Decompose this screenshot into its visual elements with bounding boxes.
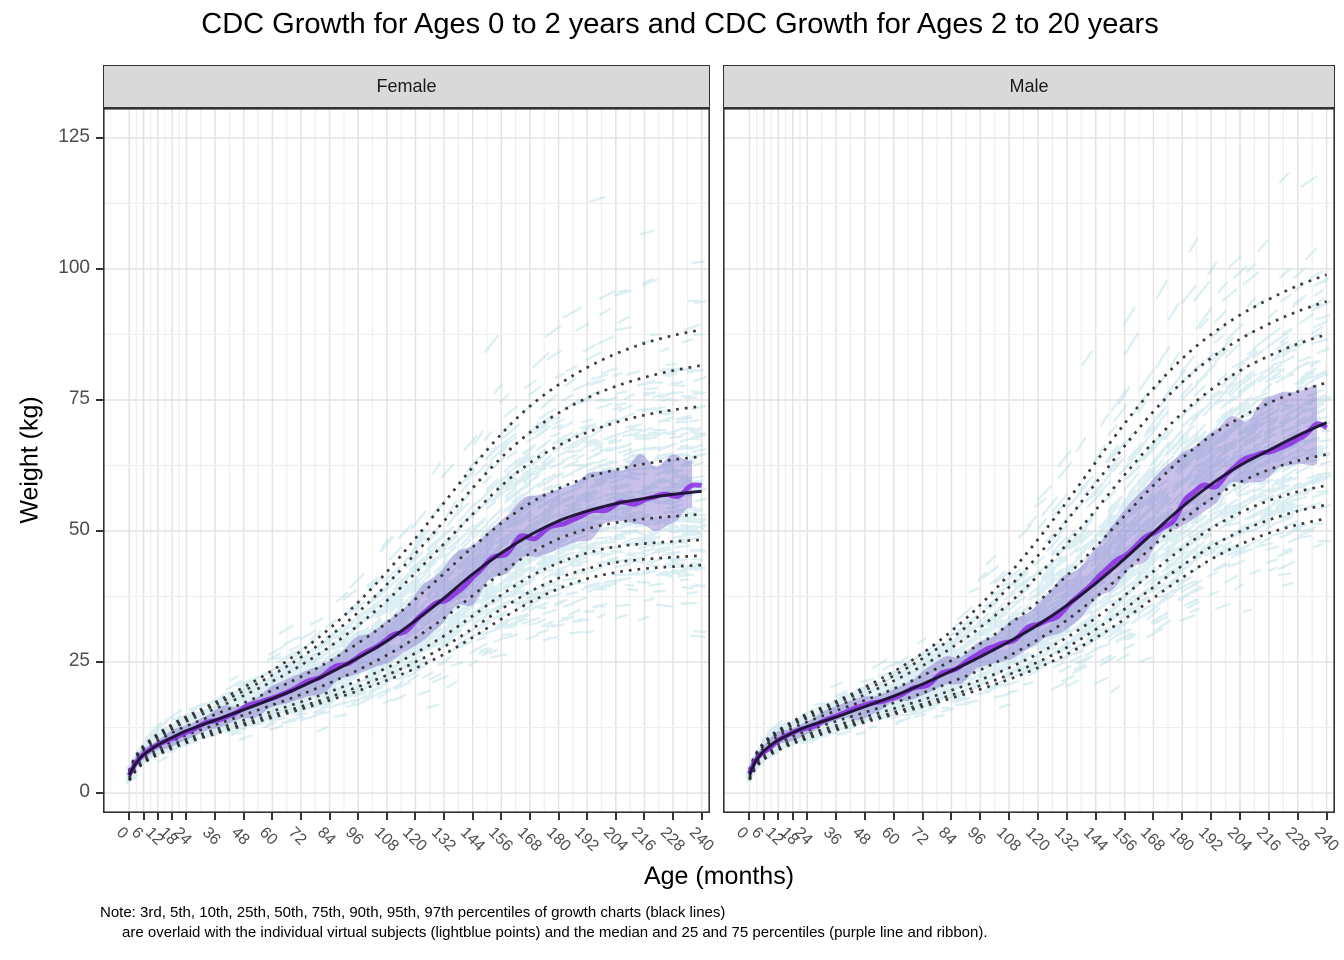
x-tick-mark [471,813,474,820]
y-tick-mark [96,792,103,795]
x-tick-mark [1239,813,1241,820]
x-tick-mark [1267,813,1270,820]
x-tick-label: 72 [906,824,932,849]
x-tick-mark [1325,813,1328,820]
panel-male [723,108,1335,813]
x-tick-mark [672,813,675,820]
x-tick-label: 84 [935,824,961,849]
x-tick-mark [777,813,780,820]
x-tick-mark [835,813,838,820]
x-tick-mark [1094,813,1097,820]
x-tick-mark [156,813,159,820]
x-tick-label: 228 [1281,824,1313,855]
x-tick-mark [791,813,794,820]
x-tick-label: 240 [1310,824,1342,855]
y-tick-mark [96,136,103,139]
y-tick-mark [96,530,103,532]
x-tick-mark [271,813,274,820]
x-axis-title: Age (months) [643,862,795,890]
x-tick-mark [748,813,751,820]
x-tick-mark [979,813,982,820]
x-tick-label: 48 [848,824,874,849]
x-tick-mark [128,813,131,820]
x-axis-female: 0 6 12 18 24 36 48 60 72 84 96 108 120 132 144 156 168 18… [0,813,1344,883]
x-tick-label: 24 [791,824,816,849]
y-tick-label: 125 [58,125,90,147]
x-tick-label: 156 [1108,824,1140,855]
x-tick-label: 108 [993,824,1025,855]
x-tick-label: 96 [964,824,989,849]
x-tick-label: 204 [1223,824,1255,855]
x-tick-mark [1152,813,1155,820]
y-tick-label: 100 [58,256,90,278]
x-tick-mark [242,813,245,820]
x-tick-mark [863,813,866,820]
y-tick-mark [96,267,103,270]
x-tick-mark [892,813,895,820]
facet-strip-label-male: Male [1009,76,1049,96]
y-tick-mark [96,398,103,401]
x-tick-mark [299,813,302,820]
x-tick-mark [643,813,646,820]
x-tick-mark [171,813,174,820]
y-tick-label: 0 [79,781,90,803]
x-tick-mark [1008,813,1011,820]
x-axis-male: 0 6 12 18 24 36 48 60 72 84 96 108 120 132 144 156 168 18… [0,813,1344,883]
x-tick-mark [557,813,560,820]
x-tick-mark [414,813,417,820]
footnote-line-2: are overlaid with the individual virtual… [122,924,988,941]
x-tick-mark [586,813,589,820]
facet-strip-label-female: Female [376,76,437,96]
x-tick-mark [1296,813,1299,820]
x-tick-mark [328,813,331,820]
x-tick-label: 144 [1079,824,1111,855]
x-tick-mark [385,813,388,820]
x-tick-mark [1065,813,1068,820]
x-tick-mark [950,813,953,820]
x-tick-mark [500,813,503,820]
x-tick-mark [357,813,360,820]
y-tick-mark [96,661,103,664]
x-tick-mark [1210,813,1213,820]
x-tick-mark [700,813,703,820]
x-tick-mark [1181,813,1184,820]
x-tick-label: 192 [1195,824,1227,855]
x-tick-label: 180 [1166,824,1198,855]
chart-title: CDC Growth for Ages 0 to 2 years and CDC… [201,8,1159,40]
x-tick-mark [528,813,531,820]
x-tick-mark [142,813,145,820]
x-tick-label: 168 [1137,824,1169,855]
x-tick-label: 120 [1021,824,1053,855]
facet-strip-female: Female [103,65,710,108]
facet-strip-male: Male [723,65,1335,108]
x-tick-mark [806,813,809,820]
x-tick-mark [1123,813,1126,820]
x-tick-mark [614,813,617,820]
x-tick-mark [921,813,924,820]
x-tick-mark [762,813,765,820]
x-tick-label: 216 [1252,824,1284,855]
x-tick-mark [214,813,217,820]
x-tick-mark [443,813,446,820]
x-tick-mark [1037,813,1040,820]
y-tick-label: 25 [68,650,90,672]
x-tick-label: 36 [819,824,845,849]
panel-female [103,108,710,813]
x-tick-label: 132 [1050,824,1082,855]
y-axis-title: Weight (kg) [15,396,44,524]
footnote: Note: 3rd, 5th, 10th, 25th, 50th, 75th, … [100,903,988,943]
x-tick-label: 60 [877,824,903,849]
x-tick-mark [185,813,188,820]
footnote-line-1: Note: 3rd, 5th, 10th, 25th, 50th, 75th, … [100,904,726,921]
